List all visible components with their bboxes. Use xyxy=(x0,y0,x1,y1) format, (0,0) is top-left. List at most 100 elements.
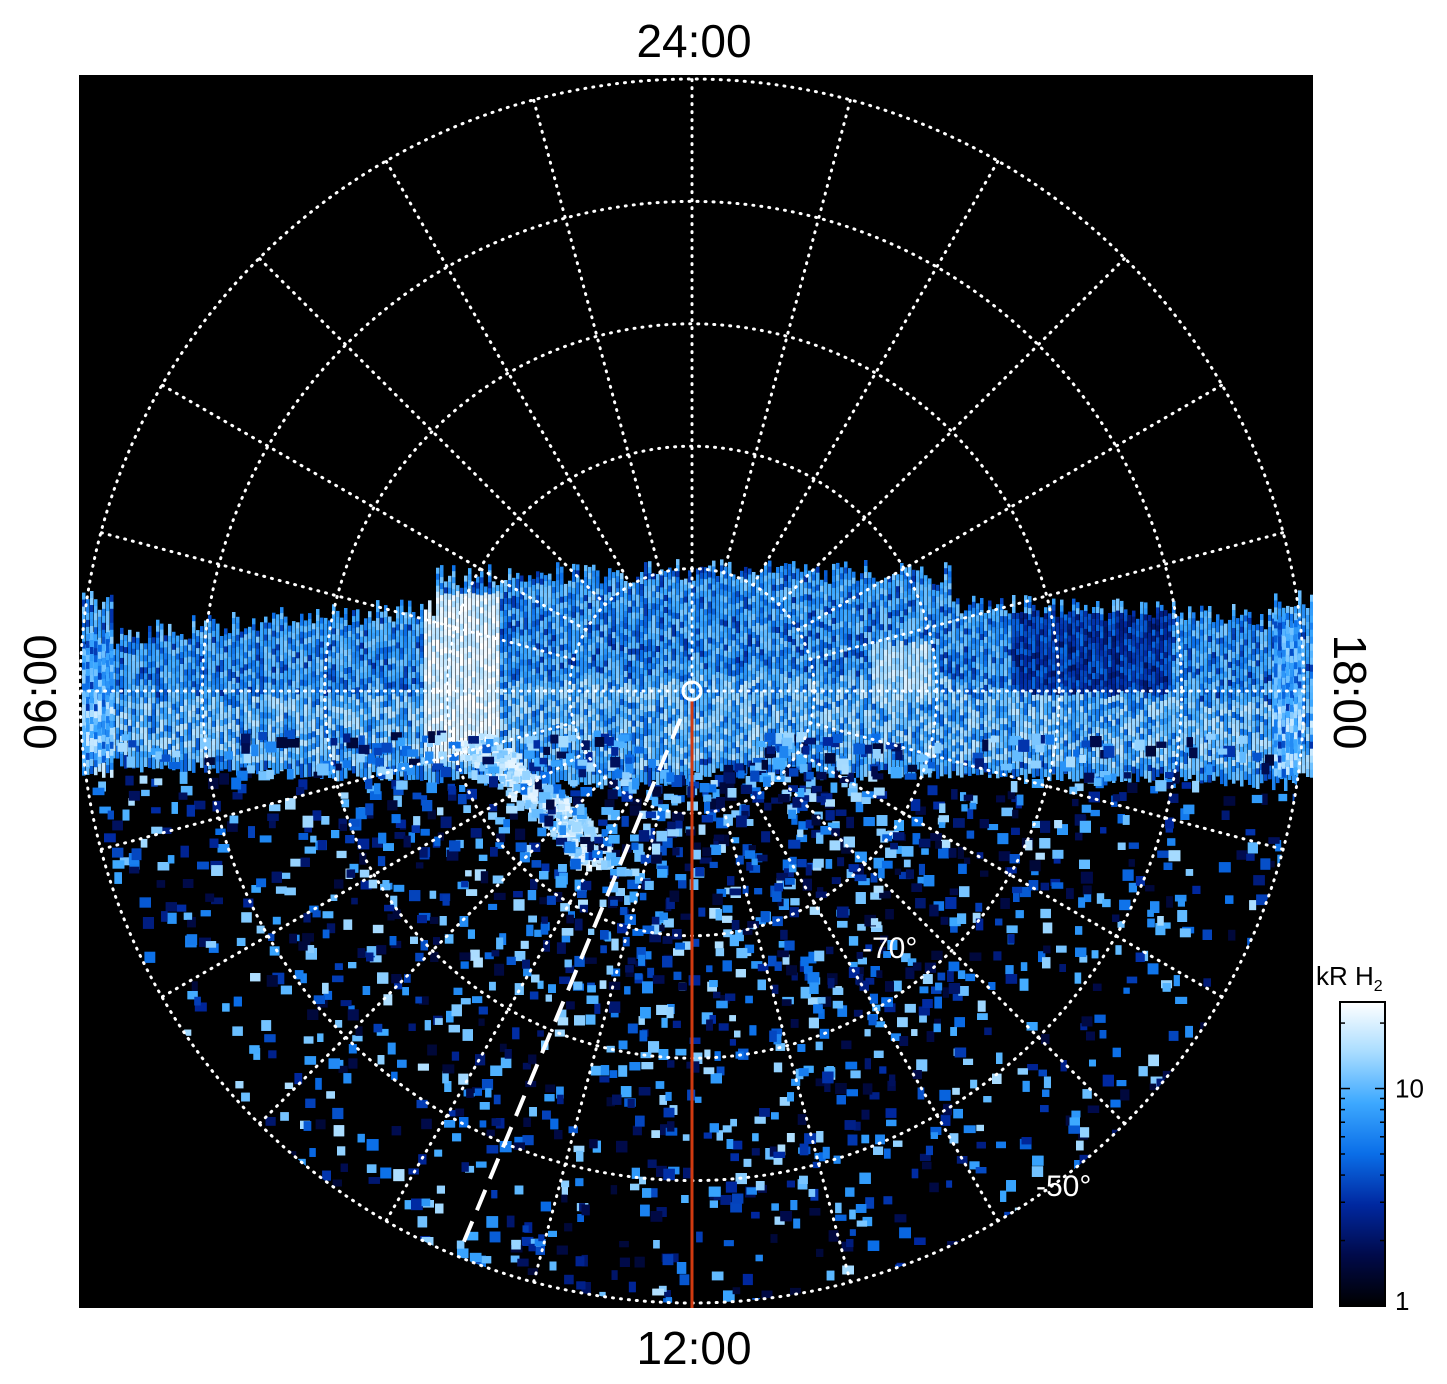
emission-pixel xyxy=(168,713,172,722)
emission-pixel xyxy=(332,706,336,718)
emission-pixel xyxy=(744,632,748,640)
emission-pixel xyxy=(128,635,132,646)
emission-pixel xyxy=(716,762,720,769)
emission-pixel xyxy=(420,705,424,712)
emission-pixel xyxy=(144,685,148,692)
emission-pixel xyxy=(176,641,180,649)
emission-pixel xyxy=(88,651,92,659)
emission-pixel xyxy=(216,743,220,754)
emission-pixel xyxy=(452,769,456,781)
emission-pixel xyxy=(364,636,368,645)
emission-pixel xyxy=(216,671,220,681)
emission-pixel xyxy=(200,674,204,685)
emission-pixel xyxy=(108,666,112,674)
emission-pixel xyxy=(292,681,296,690)
emission-pixel xyxy=(244,658,248,665)
emission-pixel xyxy=(348,709,352,717)
emission-pixel xyxy=(216,695,220,705)
emission-pixel xyxy=(332,748,336,760)
emission-pixel xyxy=(436,567,440,575)
emission-pixel xyxy=(296,754,300,764)
emission-pixel xyxy=(148,745,152,753)
emission-pixel xyxy=(356,765,360,777)
emission-pixel xyxy=(320,635,324,647)
emission-pixel xyxy=(280,727,284,737)
emission-pixel xyxy=(260,652,264,662)
emission-pixel xyxy=(256,732,260,744)
emission-pixel xyxy=(336,670,340,677)
emission-pixel xyxy=(272,660,276,669)
emission-pixel xyxy=(284,700,288,711)
emission-pixel xyxy=(252,660,256,668)
emission-pixel xyxy=(152,733,156,740)
emission-pixel xyxy=(340,713,344,725)
emission-pixel xyxy=(128,695,132,707)
emission-pixel xyxy=(192,717,196,728)
emission-pixel xyxy=(744,650,748,658)
emission-pixel xyxy=(372,662,376,674)
emission-pixel xyxy=(88,663,92,673)
emission-pixel xyxy=(276,698,280,706)
emission-pixel xyxy=(144,667,148,679)
emission-pixel xyxy=(684,584,688,592)
emission-pixel xyxy=(376,600,380,609)
emission-pixel xyxy=(456,771,460,780)
emission-pixel xyxy=(220,714,224,725)
emission-pixel xyxy=(312,677,316,687)
emission-pixel xyxy=(152,757,156,770)
emission-pixel xyxy=(216,683,220,691)
emission-pixel xyxy=(260,670,264,679)
emission-pixel xyxy=(252,714,256,726)
emission-pixel xyxy=(152,667,156,679)
emission-pixel xyxy=(264,754,268,761)
emission-pixel xyxy=(292,657,296,669)
emission-pixel xyxy=(600,721,604,728)
emission-pixel xyxy=(364,714,368,723)
emission-pixel xyxy=(388,700,392,710)
emission-pixel xyxy=(168,659,172,667)
emission-pixel xyxy=(340,653,344,665)
emission-pixel xyxy=(300,697,304,709)
emission-pixel xyxy=(96,657,100,665)
emission-pixel xyxy=(280,667,284,674)
emission-pixel xyxy=(188,716,192,728)
emission-pixel xyxy=(292,645,296,654)
emission-pixel xyxy=(384,713,388,722)
emission-pixel xyxy=(404,654,408,664)
emission-pixel xyxy=(240,655,244,664)
emission-pixel xyxy=(132,702,136,715)
emission-pixel xyxy=(172,715,176,723)
emission-pixel xyxy=(308,673,312,684)
emission-pixel xyxy=(272,642,276,653)
emission-pixel xyxy=(88,657,92,664)
emission-pixel xyxy=(388,730,392,740)
emission-pixel xyxy=(628,696,632,704)
emission-pixel xyxy=(332,700,336,711)
emission-pixel xyxy=(172,751,176,763)
emission-pixel xyxy=(192,633,196,640)
emission-pixel xyxy=(492,629,496,636)
emission-pixel xyxy=(568,652,572,659)
emission-pixel xyxy=(172,649,176,658)
emission-pixel xyxy=(524,611,528,619)
emission-pixel xyxy=(144,721,148,732)
emission-pixel xyxy=(324,743,328,752)
emission-pixel xyxy=(224,658,228,667)
emission-pixel xyxy=(416,648,420,660)
emission-pixel xyxy=(312,689,316,701)
emission-pixel xyxy=(364,624,368,636)
emission-pixel xyxy=(120,651,124,662)
emission-pixel xyxy=(96,717,100,729)
emission-pixel xyxy=(192,705,196,712)
emission-pixel xyxy=(680,633,684,641)
emission-pixel xyxy=(728,753,732,761)
emission-pixel xyxy=(236,760,240,776)
emission-pixel xyxy=(244,712,248,724)
emission-pixel xyxy=(88,675,92,685)
emission-pixel xyxy=(500,586,504,593)
emission-pixel xyxy=(376,702,380,713)
emission-pixel xyxy=(468,664,472,671)
emission-pixel xyxy=(272,654,276,665)
emission-pixel xyxy=(148,727,152,740)
emission-pixel xyxy=(252,630,256,642)
